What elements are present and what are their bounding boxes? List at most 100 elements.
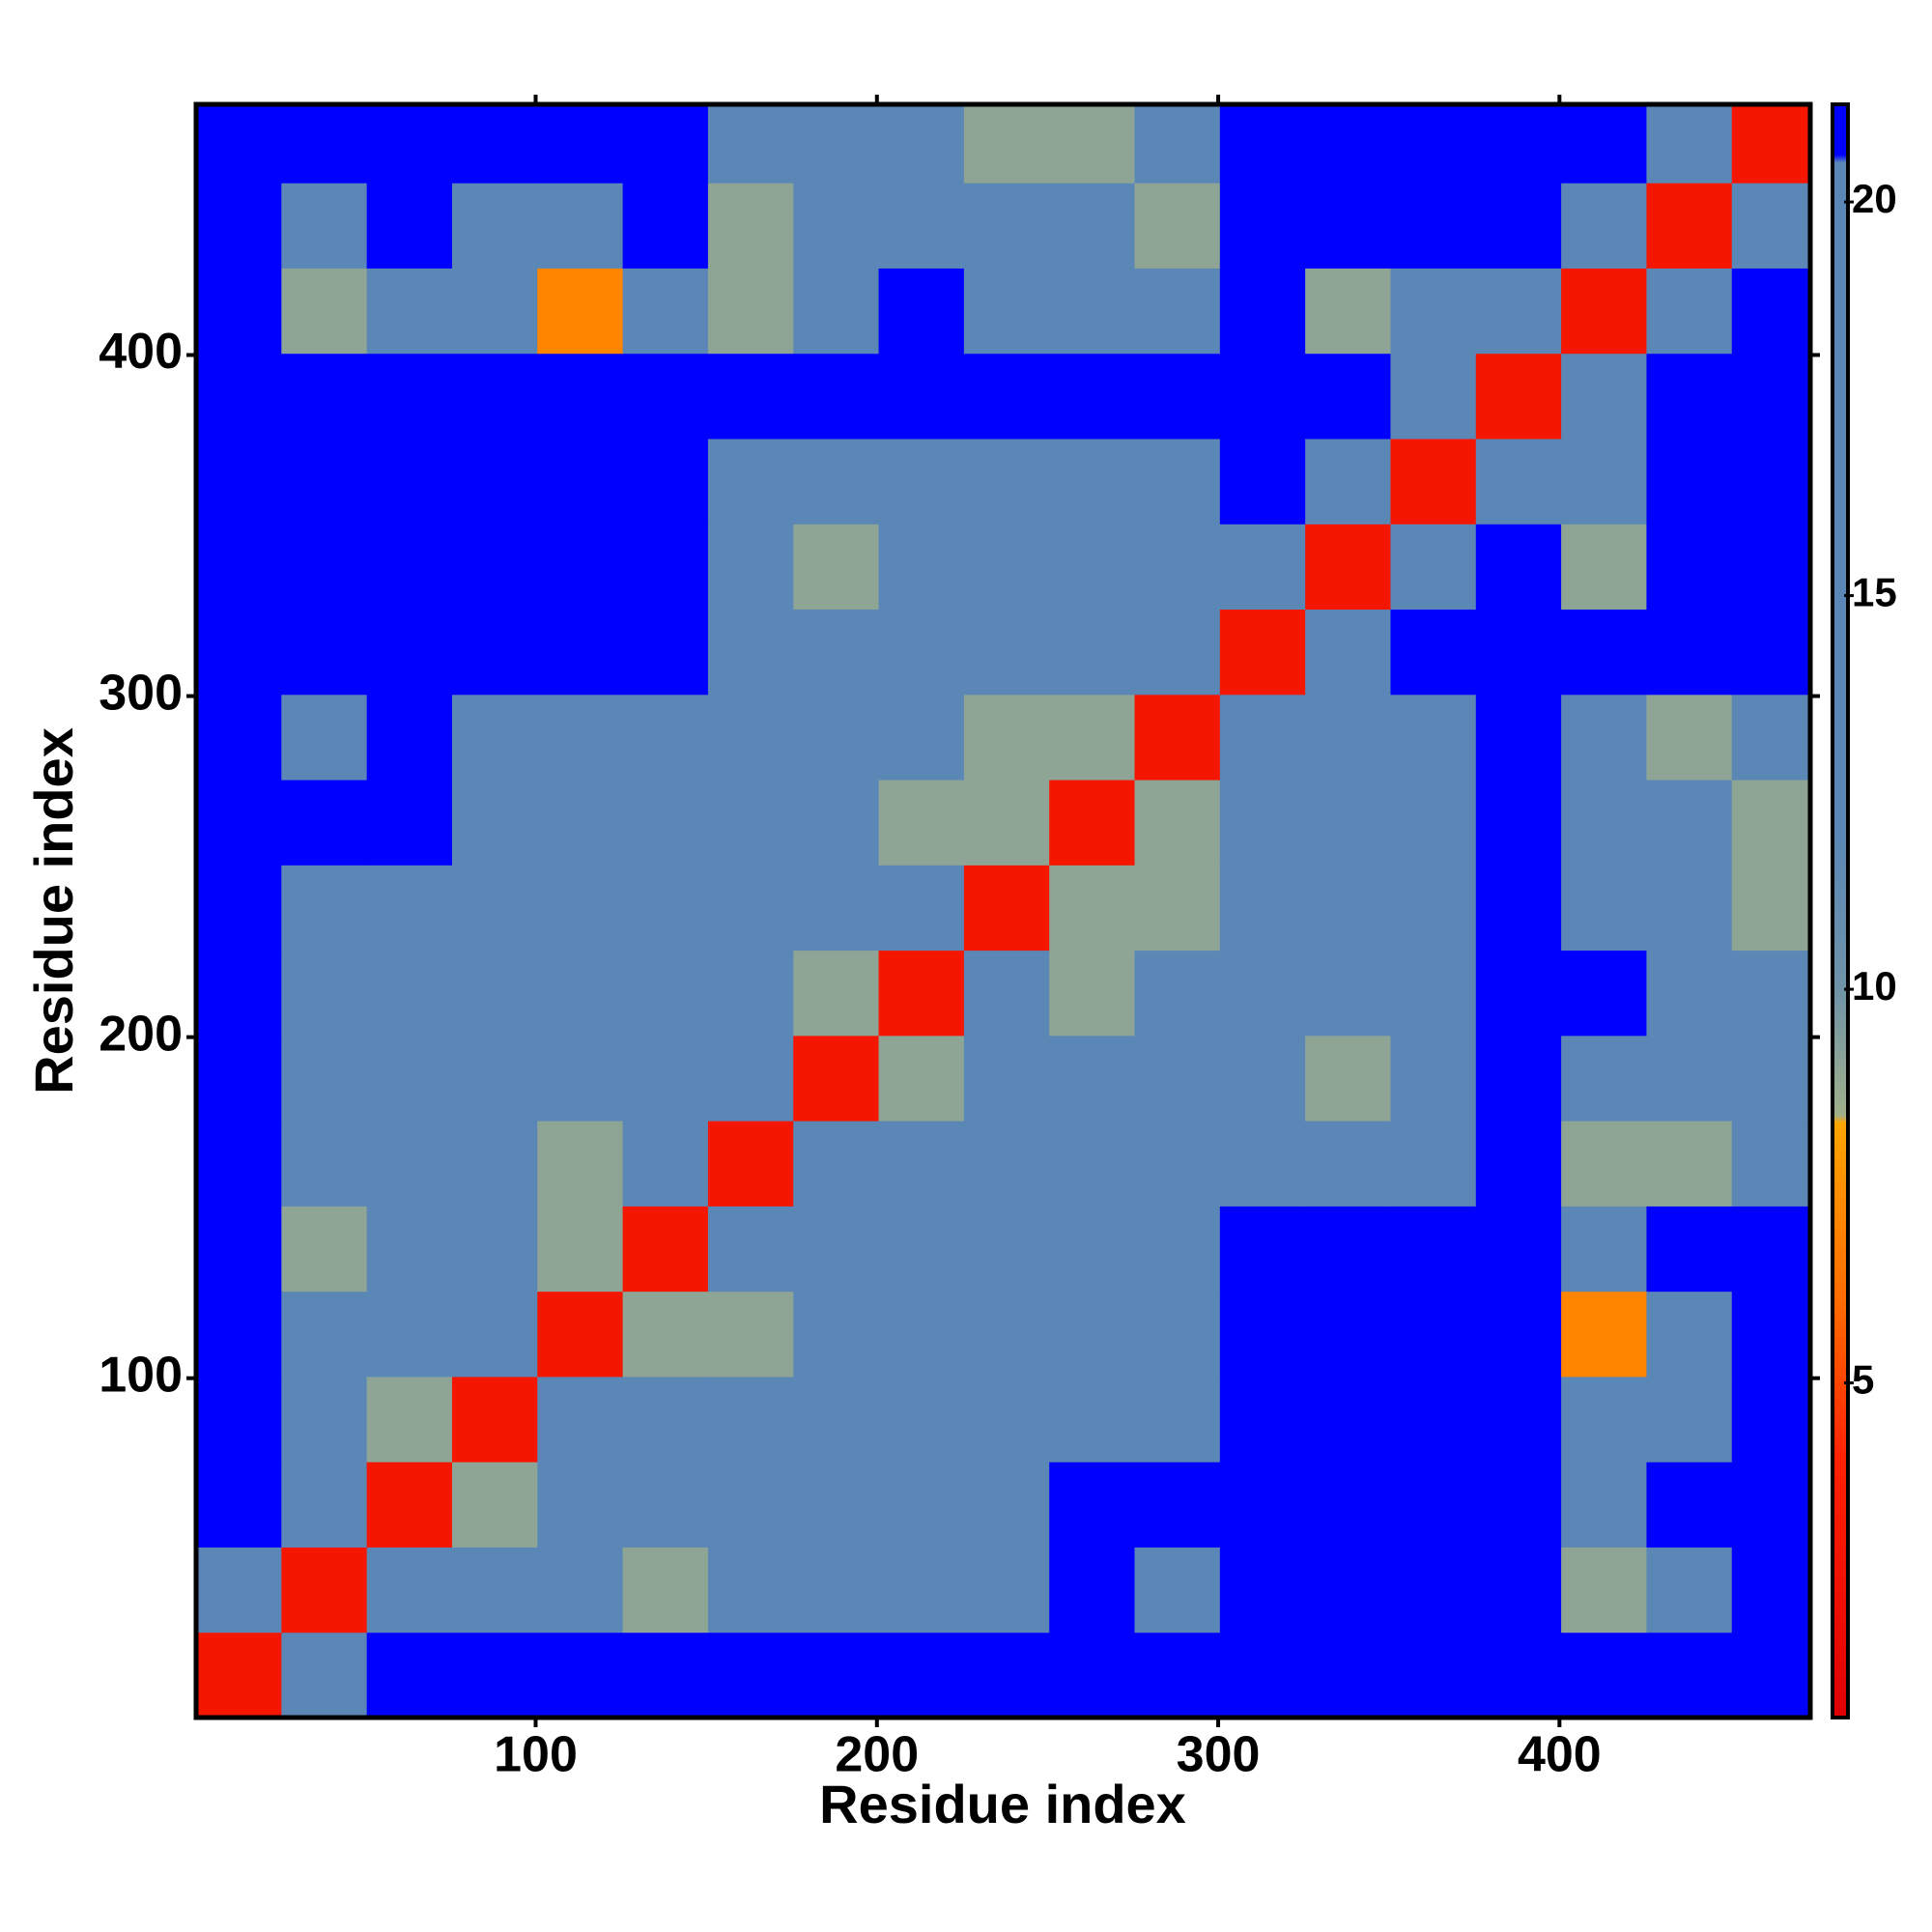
heat-cell <box>1134 268 1221 355</box>
heat-cell <box>196 268 282 355</box>
heat-cell <box>366 1121 453 1207</box>
heat-cell <box>1305 780 1391 866</box>
heat-cell <box>1219 865 1306 952</box>
heat-cell <box>963 694 1050 781</box>
heat-cell <box>196 1291 282 1378</box>
heat-cell <box>1390 1121 1477 1207</box>
heat-cell <box>622 1462 709 1548</box>
heat-cell <box>1475 268 1562 355</box>
heat-cell <box>707 865 794 952</box>
heat-cell <box>1219 780 1306 866</box>
heat-cell <box>963 1376 1050 1463</box>
heat-cell <box>1134 1632 1221 1719</box>
heat-cell <box>537 183 624 269</box>
heat-cell <box>281 1035 368 1122</box>
heat-cell <box>281 694 368 781</box>
heat-cell <box>878 1291 965 1378</box>
heat-cell <box>366 268 453 355</box>
heat-cell <box>1646 694 1733 781</box>
heat-cell <box>1305 268 1391 355</box>
heat-cell <box>366 1035 453 1122</box>
heat-cell <box>878 1632 965 1719</box>
heat-cell <box>537 950 624 1037</box>
heat-cell <box>622 183 709 269</box>
heat-cell <box>366 104 453 184</box>
heat-cell <box>1731 524 1811 611</box>
heat-cell <box>1049 268 1136 355</box>
heat-cell <box>1561 1632 1647 1719</box>
heat-cell <box>1561 183 1647 269</box>
heat-cell <box>281 1632 368 1719</box>
heat-cell <box>622 1206 709 1293</box>
heat-cell <box>281 353 368 440</box>
heat-cell <box>1390 524 1477 611</box>
heat-cell <box>1219 183 1306 269</box>
heat-cell <box>622 780 709 866</box>
heat-cell <box>707 1632 794 1719</box>
colorbar-tick-label: 20 <box>1852 176 1897 221</box>
heat-cell <box>1305 524 1391 611</box>
heat-cell <box>1134 439 1221 525</box>
heat-cell <box>1305 1291 1391 1378</box>
heat-cell <box>537 1121 624 1207</box>
heat-cell <box>707 353 794 440</box>
heat-cell <box>963 1632 1050 1719</box>
heat-cell <box>451 609 538 696</box>
heat-cell <box>1049 1462 1136 1548</box>
heat-cell <box>963 780 1050 866</box>
heat-cell <box>1731 1121 1811 1207</box>
x-tick-label: 400 <box>1518 1727 1602 1783</box>
heat-cell <box>1134 1376 1221 1463</box>
heat-cell <box>1646 1291 1733 1378</box>
heat-cell <box>1219 1206 1306 1293</box>
heat-cell <box>1646 865 1733 952</box>
heat-cell <box>1049 183 1136 269</box>
heat-cell <box>1646 1376 1733 1463</box>
heat-cell <box>1049 1291 1136 1378</box>
heat-cell <box>1561 950 1647 1037</box>
heat-cell <box>1390 439 1477 525</box>
heat-cell <box>622 694 709 781</box>
heat-cell <box>878 865 965 952</box>
heat-cell <box>1049 1632 1136 1719</box>
heat-cell <box>451 1291 538 1378</box>
heat-cell <box>1134 780 1221 866</box>
heat-cell <box>451 694 538 781</box>
heat-cell <box>793 104 880 184</box>
heat-cell <box>1305 353 1391 440</box>
heat-cell <box>878 1376 965 1463</box>
heat-cell <box>1390 353 1477 440</box>
heat-cell <box>1219 268 1306 355</box>
heat-cell <box>1219 1291 1306 1378</box>
heat-cell <box>878 1121 965 1207</box>
heat-cell <box>451 353 538 440</box>
heat-cell <box>1731 865 1811 952</box>
heat-cell <box>537 1376 624 1463</box>
heat-cell <box>451 1035 538 1122</box>
heat-cell <box>1390 183 1477 269</box>
heat-cell <box>1305 439 1391 525</box>
heat-cell <box>1731 439 1811 525</box>
x-tick-label: 200 <box>835 1727 919 1783</box>
heat-cell <box>1134 1206 1221 1293</box>
heat-cell <box>1134 1547 1221 1634</box>
heat-cell <box>707 104 794 184</box>
heat-cell <box>963 1121 1050 1207</box>
heat-cell <box>1561 268 1647 355</box>
heat-cell <box>707 524 794 611</box>
heat-cell <box>1305 950 1391 1037</box>
heat-cell <box>1646 353 1733 440</box>
heat-cell <box>963 353 1050 440</box>
heat-cell <box>281 1206 368 1293</box>
heat-cell <box>963 1035 1050 1122</box>
heat-cell <box>793 780 880 866</box>
heat-cell <box>196 1376 282 1463</box>
heat-cell <box>963 1547 1050 1634</box>
heat-cell <box>1219 694 1306 781</box>
heat-cell <box>622 1035 709 1122</box>
heat-cell <box>1475 439 1562 525</box>
heat-cell <box>707 694 794 781</box>
heat-cell <box>793 524 880 611</box>
heat-cell <box>1731 1547 1811 1634</box>
heat-cell <box>878 439 965 525</box>
